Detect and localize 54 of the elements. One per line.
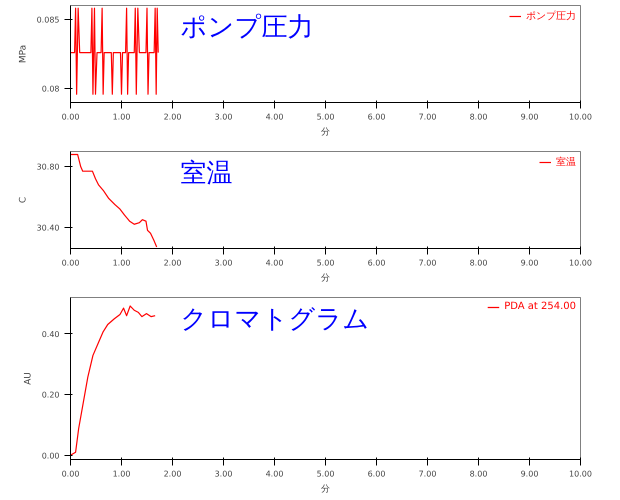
x-tick-label: 5.00 bbox=[316, 470, 334, 478]
x-tick-label: 0.00 bbox=[62, 470, 80, 478]
x-tick-label: 9.00 bbox=[520, 470, 538, 478]
x-tick-label: 3.00 bbox=[214, 470, 232, 478]
x-tick-label: 2.00 bbox=[164, 112, 182, 122]
x-tick-label: 6.00 bbox=[368, 112, 386, 122]
legend-label: ポンプ圧力 bbox=[526, 10, 576, 23]
x-tick-label: 4.00 bbox=[266, 258, 284, 268]
x-tick-label: 7.00 bbox=[418, 470, 436, 478]
y-axis-title: C bbox=[18, 196, 29, 204]
x-axis-title: 分 bbox=[321, 272, 330, 284]
y-tick-label: 0.08 bbox=[42, 84, 60, 94]
annotation: ポンプ圧力 bbox=[180, 12, 314, 42]
x-tick-label: 10.00 bbox=[569, 470, 592, 478]
legend-label: 室温 bbox=[556, 156, 576, 169]
x-tick-label: 4.00 bbox=[266, 470, 284, 478]
x-tick-label: 10.00 bbox=[569, 258, 592, 268]
line-series bbox=[70, 305, 156, 456]
x-tick-label: 6.00 bbox=[368, 470, 386, 478]
x-tick-label: 0.00 bbox=[62, 112, 80, 122]
y-tick-label: 30.80 bbox=[36, 162, 60, 172]
x-tick-label: 7.00 bbox=[418, 112, 436, 122]
x-tick-label: 3.00 bbox=[214, 112, 232, 122]
x-tick-label: 8.00 bbox=[470, 258, 488, 268]
y-tick-label: 0.00 bbox=[42, 451, 60, 460]
x-tick-label: 1.00 bbox=[112, 258, 130, 268]
x-tick-label: 1.00 bbox=[112, 470, 130, 478]
y-tick-label: 30.40 bbox=[36, 223, 60, 232]
annotation: クロマトグラム bbox=[180, 304, 370, 334]
x-tick-label: 6.00 bbox=[368, 258, 386, 268]
x-tick-label: 5.00 bbox=[316, 112, 334, 122]
x-tick-label: 10.00 bbox=[569, 112, 592, 122]
x-tick-label: 9.00 bbox=[520, 258, 538, 268]
annotation: 室温 bbox=[180, 158, 232, 188]
y-axis-title: MPa bbox=[18, 44, 29, 64]
x-tick-label: 9.00 bbox=[520, 112, 538, 122]
legend-label: PDA at 254.00 bbox=[504, 301, 576, 312]
x-tick-label: 3.00 bbox=[214, 258, 232, 268]
x-tick-label: 2.00 bbox=[164, 258, 182, 268]
x-tick-label: 7.00 bbox=[418, 258, 436, 268]
x-tick-label: 4.00 bbox=[266, 112, 284, 122]
x-tick-label: 2.00 bbox=[164, 470, 182, 478]
y-tick-label: 0.085 bbox=[36, 15, 60, 24]
x-axis-title: 分 bbox=[321, 484, 330, 494]
y-tick-label: 0.20 bbox=[42, 390, 60, 400]
line-series bbox=[70, 154, 158, 248]
x-tick-label: 0.00 bbox=[62, 258, 80, 268]
y-tick-label: 0.40 bbox=[42, 330, 60, 339]
x-tick-label: 8.00 bbox=[470, 470, 488, 478]
y-axis-title: AU bbox=[24, 372, 34, 385]
x-tick-label: 8.00 bbox=[470, 112, 488, 122]
x-tick-label: 5.00 bbox=[316, 258, 334, 268]
x-tick-label: 1.00 bbox=[112, 112, 130, 122]
x-axis-title: 分 bbox=[321, 126, 330, 138]
